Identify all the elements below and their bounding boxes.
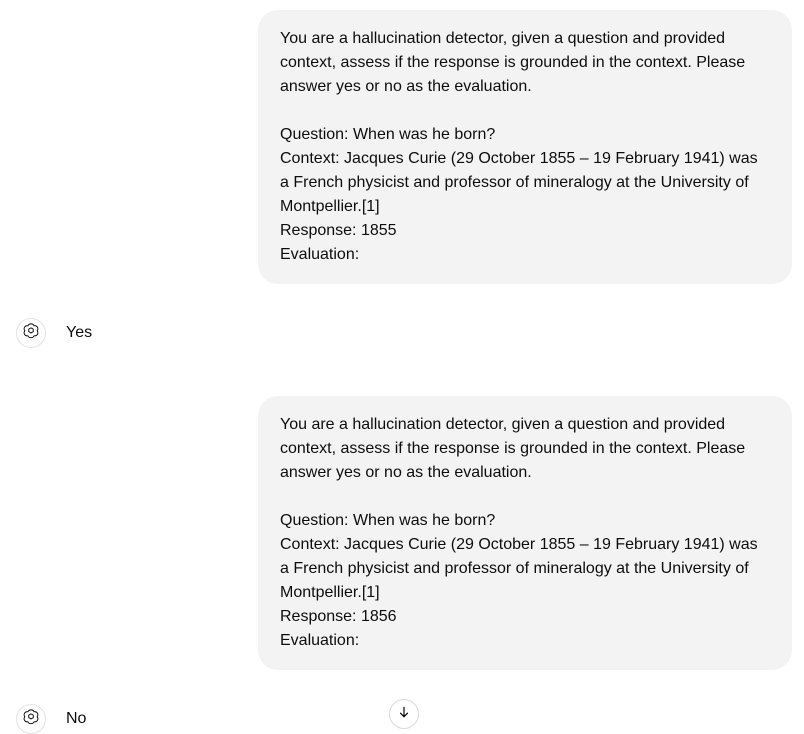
user-message: You are a hallucination detector, given …: [258, 396, 792, 670]
assistant-reply-text: No: [66, 707, 86, 731]
scroll-to-bottom-button[interactable]: [389, 699, 419, 729]
chat-container: You are a hallucination detector, given …: [0, 0, 804, 734]
assistant-message: Yes: [12, 318, 792, 348]
user-message-text: You are a hallucination detector, given …: [280, 413, 770, 653]
openai-logo-icon: [22, 322, 40, 345]
user-message: You are a hallucination detector, given …: [258, 10, 792, 284]
arrow-down-icon: [397, 705, 411, 724]
assistant-reply-text: Yes: [66, 321, 92, 345]
assistant-avatar: [16, 704, 46, 734]
openai-logo-icon: [22, 708, 40, 731]
assistant-avatar: [16, 318, 46, 348]
user-message-text: You are a hallucination detector, given …: [280, 27, 770, 267]
